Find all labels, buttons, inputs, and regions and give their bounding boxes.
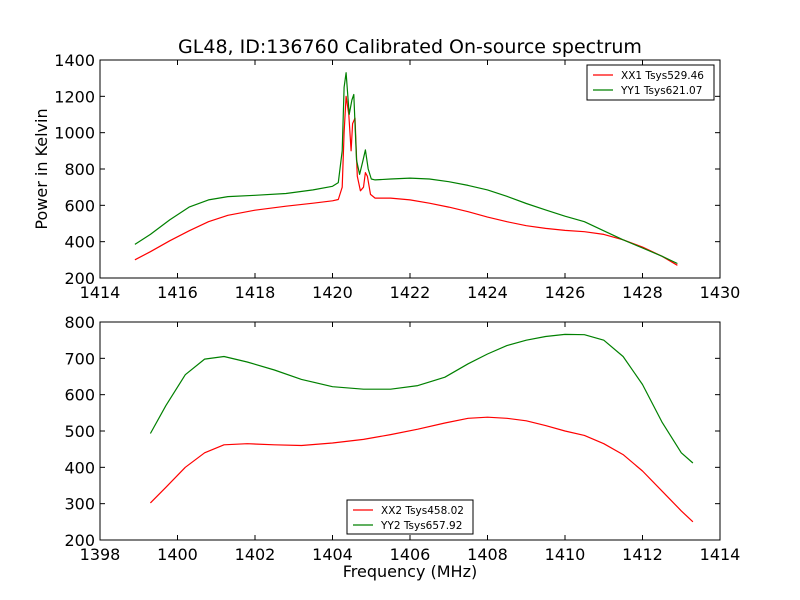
x-axis-label: Frequency (MHz)	[343, 562, 477, 581]
y-tick-label: 600	[64, 196, 95, 215]
y-tick-label: 200	[64, 531, 95, 550]
legend-label: XX2 Tsys458.02	[381, 505, 464, 517]
legend-box	[586, 64, 715, 101]
y-tick-label: 600	[64, 386, 95, 405]
x-tick-label: 1426	[545, 283, 586, 302]
y-tick-label: 800	[64, 160, 95, 179]
x-tick-label: 1424	[467, 283, 508, 302]
figure-title: GL48, ID:136760 Calibrated On-source spe…	[178, 36, 642, 58]
x-tick-label: 1428	[622, 283, 663, 302]
bottom-spectrum-plot: 1398 1400 1402 1404 1406 1408 1410 1412 1414 200 3…	[64, 313, 740, 564]
x-tick-label: 1416	[157, 283, 198, 302]
y-tick-label: 400	[64, 233, 95, 252]
x-tick-label: 1430	[700, 283, 741, 302]
x-tick-label: 1408	[467, 545, 508, 564]
legend-box	[346, 499, 474, 535]
x-tick-label: 1420	[312, 283, 353, 302]
legend-label: YY2 Tsys657.92	[380, 520, 462, 532]
y-tick-label: 1400	[54, 51, 95, 70]
y-tick-label: 400	[64, 458, 95, 477]
series-line-1-2	[134, 72, 678, 265]
top-spectrum-plot: 1414 1416 1418 1420 1422 1424 1426 1428 1430 200 4…	[54, 51, 740, 302]
y-tick-label: 200	[64, 269, 95, 288]
legend-label: XX1 Tsys529.46	[621, 70, 704, 82]
y-tick-label: 500	[64, 422, 95, 441]
x-tick-label: 1400	[157, 545, 198, 564]
x-tick-label: 1406	[390, 545, 431, 564]
x-tick-label: 1402	[235, 545, 276, 564]
y-tick-label: 300	[64, 495, 95, 514]
series-line-2-1	[149, 416, 694, 523]
series-line-2-2	[149, 333, 694, 464]
x-tick-label: 1412	[622, 545, 663, 564]
y-tick-label: 1000	[54, 124, 95, 143]
x-tick-label: 1422	[390, 283, 431, 302]
series-line-1-1	[134, 95, 678, 266]
x-tick-label: 1414	[700, 545, 741, 564]
x-tick-label: 1410	[545, 545, 586, 564]
legend-label: YY1 Tsys621.07	[620, 85, 702, 97]
y-axis-label: Power in Kelvin	[32, 108, 51, 229]
x-tick-label: 1404	[312, 545, 353, 564]
y-tick-label: 800	[64, 313, 95, 332]
x-tick-label: 1414	[80, 283, 121, 302]
y-tick-label: 700	[64, 349, 95, 368]
y-tick-label: 1200	[54, 87, 95, 106]
x-tick-label: 1418	[235, 283, 276, 302]
x-tick-label: 1398	[80, 545, 121, 564]
